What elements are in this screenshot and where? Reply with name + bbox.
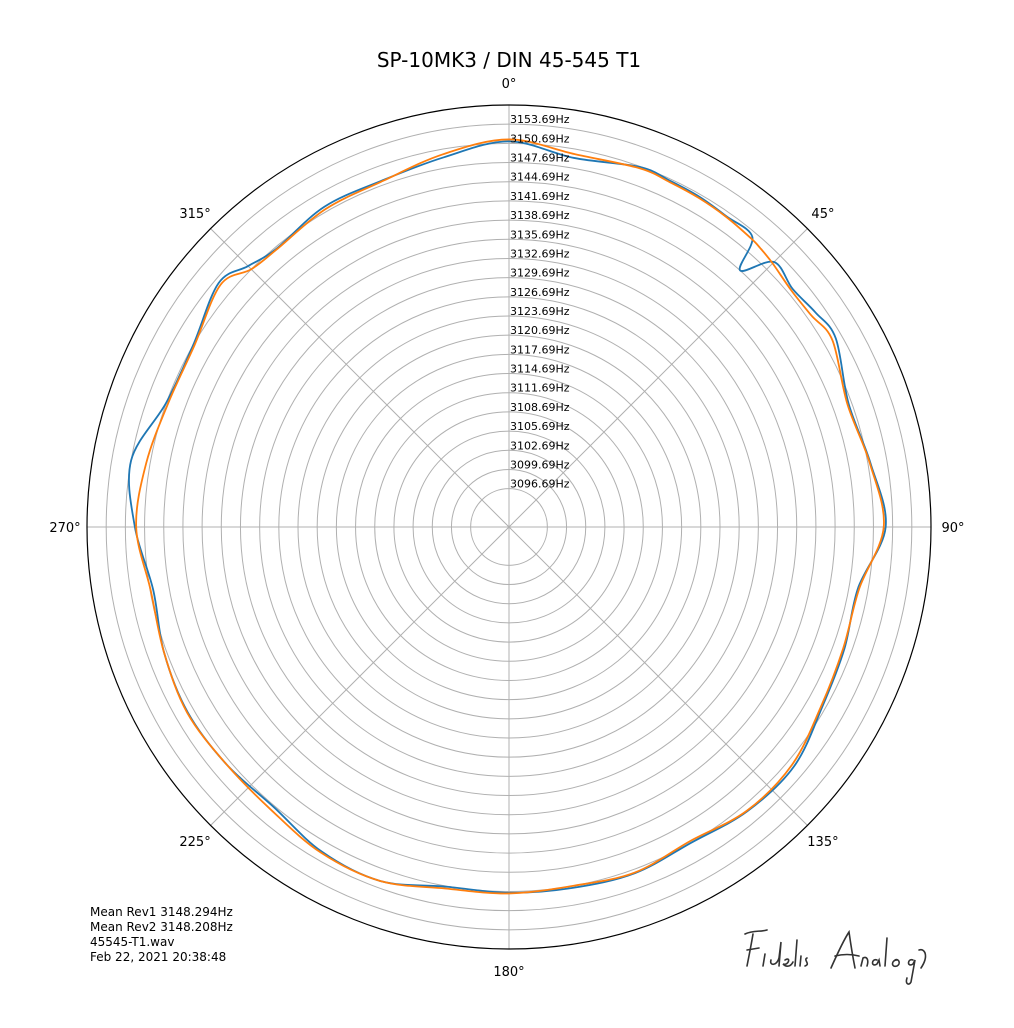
mean-rev2-text: Mean Rev2 3148.208Hz bbox=[90, 920, 233, 934]
series-2-line bbox=[135, 138, 885, 895]
theta-tick-label: 45° bbox=[811, 207, 834, 222]
theta-tick-label: 0° bbox=[502, 77, 517, 92]
r-tick-label: 3147.69Hz bbox=[510, 152, 570, 165]
axis-labels: 3096.69Hz 3099.69Hz 3102.69Hz 3105.69Hz 3108… bbox=[49, 77, 964, 980]
theta-tick-label: 225° bbox=[179, 835, 210, 850]
theta-tick-label: 315° bbox=[179, 207, 210, 222]
theta-tick-label: 270° bbox=[49, 521, 80, 536]
r-tick-label: 3102.69Hz bbox=[510, 439, 570, 452]
angular-gridline bbox=[508, 228, 808, 528]
fidelis-analog-logo bbox=[735, 920, 945, 994]
r-tick-label: 3096.69Hz bbox=[510, 478, 570, 491]
r-tick-label: 3150.69Hz bbox=[510, 132, 570, 145]
theta-tick-label: 180° bbox=[493, 965, 524, 980]
r-tick-label: 3105.69Hz bbox=[510, 420, 570, 433]
r-tick-label: 3099.69Hz bbox=[510, 458, 570, 471]
angular-gridline bbox=[508, 526, 808, 826]
theta-tick-label: 90° bbox=[941, 521, 964, 536]
series-1-line bbox=[128, 140, 887, 894]
r-tick-label: 3141.69Hz bbox=[510, 190, 570, 203]
r-tick-label: 3114.69Hz bbox=[510, 363, 570, 376]
polar-grid bbox=[86, 104, 932, 950]
r-tick-label: 3120.69Hz bbox=[510, 324, 570, 337]
r-tick-label: 3111.69Hz bbox=[510, 382, 570, 395]
r-tick-label: 3108.69Hz bbox=[510, 401, 570, 414]
r-tick-label: 3135.69Hz bbox=[510, 228, 570, 241]
measurement-info: Mean Rev1 3148.294Hz Mean Rev2 3148.208H… bbox=[90, 905, 233, 965]
mean-rev1-text: Mean Rev1 3148.294Hz bbox=[90, 905, 233, 919]
series-group bbox=[128, 138, 887, 895]
r-tick-label: 3123.69Hz bbox=[510, 305, 570, 318]
theta-tick-label: 135° bbox=[807, 835, 838, 850]
r-tick-label: 3117.69Hz bbox=[510, 343, 570, 356]
timestamp-text: Feb 22, 2021 20:38:48 bbox=[90, 950, 227, 964]
r-tick-label: 3138.69Hz bbox=[510, 209, 570, 222]
filename-text: 45545-T1.wav bbox=[90, 935, 175, 949]
chart-title: SP-10MK3 / DIN 45-545 T1 bbox=[377, 48, 641, 72]
angular-gridline bbox=[210, 228, 510, 528]
r-tick-label: 3129.69Hz bbox=[510, 267, 570, 280]
r-tick-label: 3126.69Hz bbox=[510, 286, 570, 299]
r-tick-label: 3144.69Hz bbox=[510, 171, 570, 184]
angular-gridline bbox=[210, 526, 510, 826]
r-tick-label: 3132.69Hz bbox=[510, 247, 570, 260]
polar-frame bbox=[86, 104, 932, 950]
r-tick-label: 3153.69Hz bbox=[510, 113, 570, 126]
